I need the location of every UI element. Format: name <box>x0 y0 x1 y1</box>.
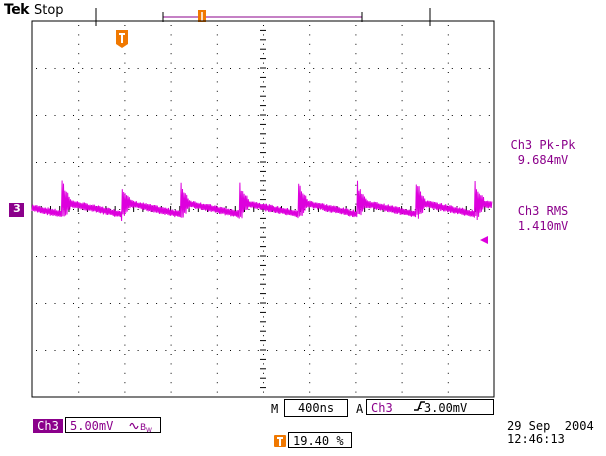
measurement-2-label: Ch3 RMS <box>517 204 569 218</box>
channel-3-marker-label: 3 <box>13 202 21 215</box>
trigger-position-readout[interactable]: 19.40 % <box>288 432 352 448</box>
ch3-scale: 5.00mV <box>70 419 114 433</box>
trigger-level-arrow-icon <box>480 236 488 244</box>
trigger-level: -3.00mV <box>416 401 468 415</box>
date-readout: 29 Sep 2004 <box>507 419 594 433</box>
ch3-waveform <box>31 180 493 222</box>
bandwidth-limit-icon: B W <box>140 423 152 434</box>
acquisition-status: Stop <box>34 3 64 18</box>
trigger-t-icon <box>116 30 128 48</box>
ac-coupling-icon <box>129 422 139 430</box>
ch3-badge[interactable]: Ch3 <box>33 419 63 433</box>
svg-text:W: W <box>146 427 152 434</box>
record-trigger-icon <box>198 10 206 22</box>
measurement-1-value: 9.684mV <box>517 153 569 167</box>
trigger-source: Ch3 <box>371 401 393 415</box>
timebase-readout[interactable]: 400ns <box>284 399 348 417</box>
record-view-bar <box>95 8 431 26</box>
ch3-scale-readout[interactable]: 5.00mV <box>65 417 161 433</box>
rising-edge-icon <box>414 401 425 411</box>
channel-3-marker-icon <box>9 203 24 217</box>
trigger-readout[interactable]: Ch3 -3.00mV <box>366 399 494 415</box>
tek-logo: Tek <box>4 2 30 18</box>
measurement-1-label: Ch3 Pk-Pk <box>510 138 576 152</box>
trigger-position-icon <box>274 435 286 447</box>
timebase-prefix: M <box>271 402 279 416</box>
measurement-2-value: 1.410mV <box>517 219 569 233</box>
time-readout: 12:46:13 <box>507 432 565 446</box>
svg-text:B: B <box>140 423 146 433</box>
trigger-prefix: A <box>356 402 364 416</box>
